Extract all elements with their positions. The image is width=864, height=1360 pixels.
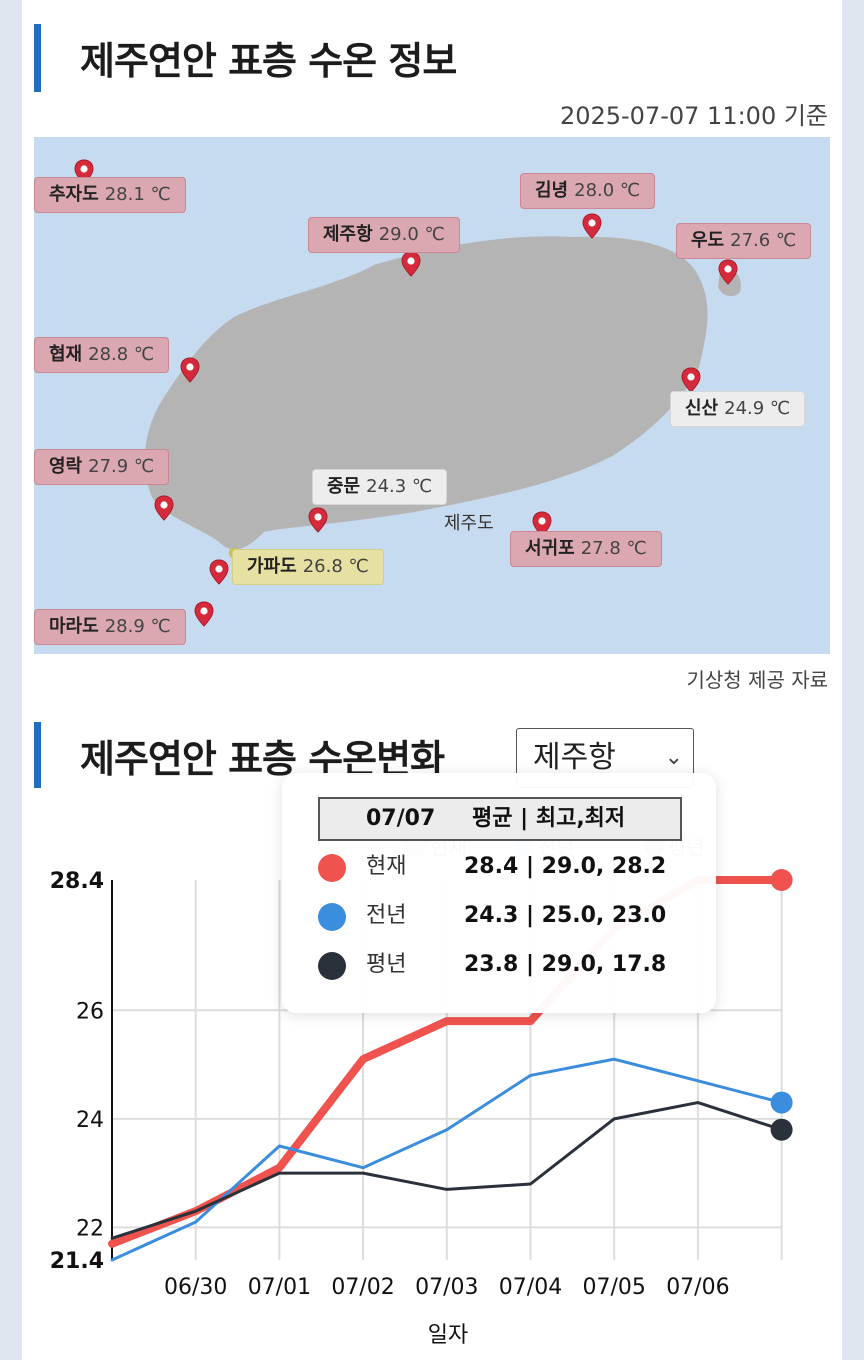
- location-pin-icon[interactable]: [154, 495, 174, 521]
- tooltip-header-label: 평균 | 최고,최저: [472, 806, 626, 831]
- y-tick-label: 26: [76, 999, 104, 1024]
- tooltip-row-current: 현재 28.4 | 29.0, 28.2: [318, 847, 698, 887]
- station-label[interactable]: 가파도 26.8 ℃: [232, 549, 384, 585]
- section-accent-bar: [34, 722, 41, 788]
- station-label[interactable]: 서귀포 27.8 ℃: [510, 531, 662, 567]
- station-temp: 27.9 ℃: [88, 456, 155, 477]
- station-temp: 29.0 ℃: [378, 224, 445, 245]
- data-point: [770, 869, 793, 891]
- location-pin-icon[interactable]: [209, 559, 229, 585]
- station-name: 중문: [327, 476, 361, 497]
- station-temp: 26.8 ℃: [302, 556, 369, 577]
- x-tick-label: 06/30: [164, 1275, 227, 1300]
- tooltip-row-name: 현재: [366, 854, 407, 879]
- chevron-down-icon: ⌄: [664, 745, 683, 770]
- location-pin-icon[interactable]: [194, 601, 214, 627]
- temperature-map[interactable]: 제주도 추자도 28.1 ℃ 김녕 28.0 ℃ 제주항 29.0 ℃ 우도 27.6 ℃ 협재…: [34, 137, 830, 654]
- x-tick-label: 07/02: [331, 1275, 394, 1300]
- y-tick-label: 24: [76, 1108, 104, 1133]
- island-name: 제주도: [444, 513, 494, 534]
- x-tick-label: 07/05: [582, 1275, 645, 1300]
- station-temp: 24.3 ℃: [366, 476, 433, 497]
- timestamp: 2025-07-07 11:00 기준: [559, 102, 828, 130]
- station-name: 서귀포: [525, 538, 575, 559]
- station-temp: 28.0 ℃: [574, 180, 641, 201]
- x-tick-label: 07/03: [415, 1275, 478, 1300]
- data-point: [770, 1091, 793, 1114]
- location-pin-icon[interactable]: [718, 259, 738, 285]
- x-tick-label: 07/06: [666, 1275, 729, 1300]
- station-name: 가파도: [247, 556, 297, 577]
- legend-dot: [318, 952, 346, 980]
- tooltip-row-last-year: 전년 24.3 | 25.0, 23.0: [318, 896, 698, 936]
- y-tick-label: 22: [76, 1216, 104, 1241]
- tooltip-row-value: 28.4 | 29.0, 28.2: [464, 854, 667, 879]
- tooltip-row-value: 23.8 | 29.0, 17.8: [464, 952, 667, 977]
- x-tick-label: 07/01: [248, 1275, 311, 1300]
- chart-tooltip: 07/07 평균 | 최고,최저 현재 28.4 | 29.0, 28.2 전년…: [282, 773, 716, 1013]
- legend-dot: [318, 854, 346, 882]
- station-temp: 28.8 ℃: [88, 344, 155, 365]
- series-line: [110, 1057, 784, 1262]
- station-name: 영락: [49, 456, 83, 477]
- tooltip-row-name: 평년: [366, 952, 407, 977]
- legend-dot: [318, 903, 346, 931]
- station-label[interactable]: 제주항 29.0 ℃: [308, 217, 460, 253]
- station-label[interactable]: 추자도 28.1 ℃: [34, 177, 186, 213]
- station-label[interactable]: 중문 24.3 ℃: [312, 469, 448, 505]
- station-label[interactable]: 신산 24.9 ℃: [670, 391, 806, 427]
- location-pin-icon[interactable]: [401, 251, 421, 277]
- station-name: 협재: [49, 344, 83, 365]
- station-label[interactable]: 협재 28.8 ℃: [34, 337, 170, 373]
- station-select-value: 제주항: [533, 740, 616, 775]
- tooltip-row-value: 24.3 | 25.0, 23.0: [464, 903, 667, 928]
- data-point: [770, 1118, 793, 1141]
- tooltip-header: 07/07 평균 | 최고,최저: [318, 797, 682, 841]
- tooltip-date: 07/07: [366, 806, 436, 831]
- station-temp: 27.6 ℃: [730, 230, 797, 251]
- section-title-map: 제주연안 표층 수온 정보: [80, 39, 457, 83]
- station-name: 마라도: [49, 616, 99, 637]
- y-tick-label: 28.4: [50, 869, 104, 894]
- location-pin-icon[interactable]: [308, 507, 328, 533]
- station-label[interactable]: 김녕 28.0 ℃: [520, 173, 656, 209]
- location-pin-icon[interactable]: [582, 213, 602, 239]
- station-name: 우도: [691, 230, 725, 251]
- station-name: 추자도: [49, 184, 99, 205]
- station-label[interactable]: 영락 27.9 ℃: [34, 449, 170, 485]
- y-tick-label: 21.4: [50, 1249, 104, 1274]
- station-temp: 28.9 ℃: [104, 616, 171, 637]
- station-name: 김녕: [535, 180, 569, 201]
- tooltip-row-name: 전년: [366, 903, 407, 928]
- station-temp: 28.1 ℃: [104, 184, 171, 205]
- tooltip-row-normal: 평년 23.8 | 29.0, 17.8: [318, 945, 698, 985]
- station-name: 신산: [685, 398, 719, 419]
- location-pin-icon[interactable]: [681, 367, 701, 393]
- location-pin-icon[interactable]: [180, 357, 200, 383]
- series-line: [110, 1101, 784, 1240]
- station-label[interactable]: 우도 27.6 ℃: [676, 223, 812, 259]
- station-temp: 27.8 ℃: [580, 538, 647, 559]
- x-tick-label: 07/04: [499, 1275, 562, 1300]
- data-source: 기상청 제공 자료: [686, 668, 828, 692]
- station-name: 제주항: [323, 224, 373, 245]
- station-temp: 24.9 ℃: [724, 398, 791, 419]
- x-axis-label: 일자: [428, 1323, 468, 1348]
- station-label[interactable]: 마라도 28.9 ℃: [34, 609, 186, 645]
- section-accent-bar: [34, 24, 41, 92]
